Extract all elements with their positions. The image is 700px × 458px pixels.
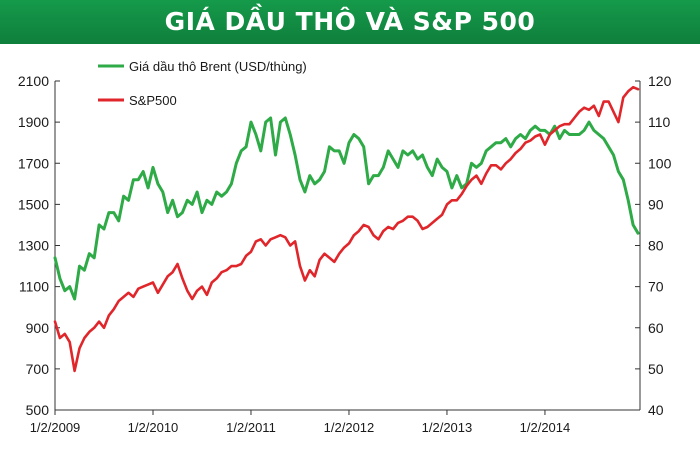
- right-tick-label: 70: [648, 279, 664, 295]
- right-tick-label: 100: [648, 155, 672, 171]
- right-tick-label: 60: [648, 320, 664, 336]
- left-tick-label: 1700: [18, 155, 49, 171]
- left-tick-label: 1900: [18, 114, 49, 130]
- left-tick-label: 1100: [19, 279, 49, 295]
- oil-price-line: [53, 116, 640, 301]
- legend-sp-label: S&P500: [129, 93, 177, 108]
- right-tick-label: 90: [648, 196, 664, 212]
- title-banner: GIÁ DẦU THÔ VÀ S&P 500: [0, 0, 700, 44]
- right-axis-ticks: 120 110 100 90 80 70 60 50 40: [635, 73, 672, 418]
- right-tick-label: 80: [648, 238, 664, 254]
- legend-oil-label: Giá dầu thô Brent (USD/thùng): [129, 59, 307, 74]
- x-tick-label: 1/2/2009: [30, 420, 81, 435]
- chart-background: [0, 44, 700, 458]
- right-tick-label: 120: [648, 73, 672, 89]
- left-axis-ticks: 2100 1900 1700 1500 1300 1100 900 700 500: [18, 73, 60, 418]
- x-axis-ticks: 1/2/2009 1/2/2010 1/2/2011 1/2/2012 1/2/2013…: [30, 410, 571, 435]
- left-tick-label: 1300: [18, 238, 49, 254]
- page-title: GIÁ DẦU THÔ VÀ S&P 500: [164, 7, 536, 36]
- dual-axis-line-chart: 2100 1900 1700 1500 1300 1100 900 700 500 120 110…: [0, 44, 700, 458]
- right-tick-label: 40: [648, 402, 664, 418]
- x-tick-label: 1/2/2013: [422, 420, 473, 435]
- left-tick-label: 900: [26, 320, 50, 336]
- left-tick-label: 500: [26, 402, 50, 418]
- right-tick-label: 50: [648, 361, 664, 377]
- x-tick-label: 1/2/2010: [128, 420, 179, 435]
- x-tick-label: 1/2/2012: [324, 420, 375, 435]
- series-lines: [53, 85, 640, 373]
- legend: Giá dầu thô Brent (USD/thùng) S&P500: [98, 59, 307, 108]
- x-tick-label: 1/2/2014: [520, 420, 571, 435]
- right-tick-label: 110: [648, 114, 671, 130]
- sp500-line: [53, 85, 640, 373]
- x-tick-label: 1/2/2011: [226, 420, 276, 435]
- left-tick-label: 2100: [18, 73, 49, 89]
- left-tick-label: 1500: [18, 196, 49, 212]
- left-tick-label: 700: [26, 361, 50, 377]
